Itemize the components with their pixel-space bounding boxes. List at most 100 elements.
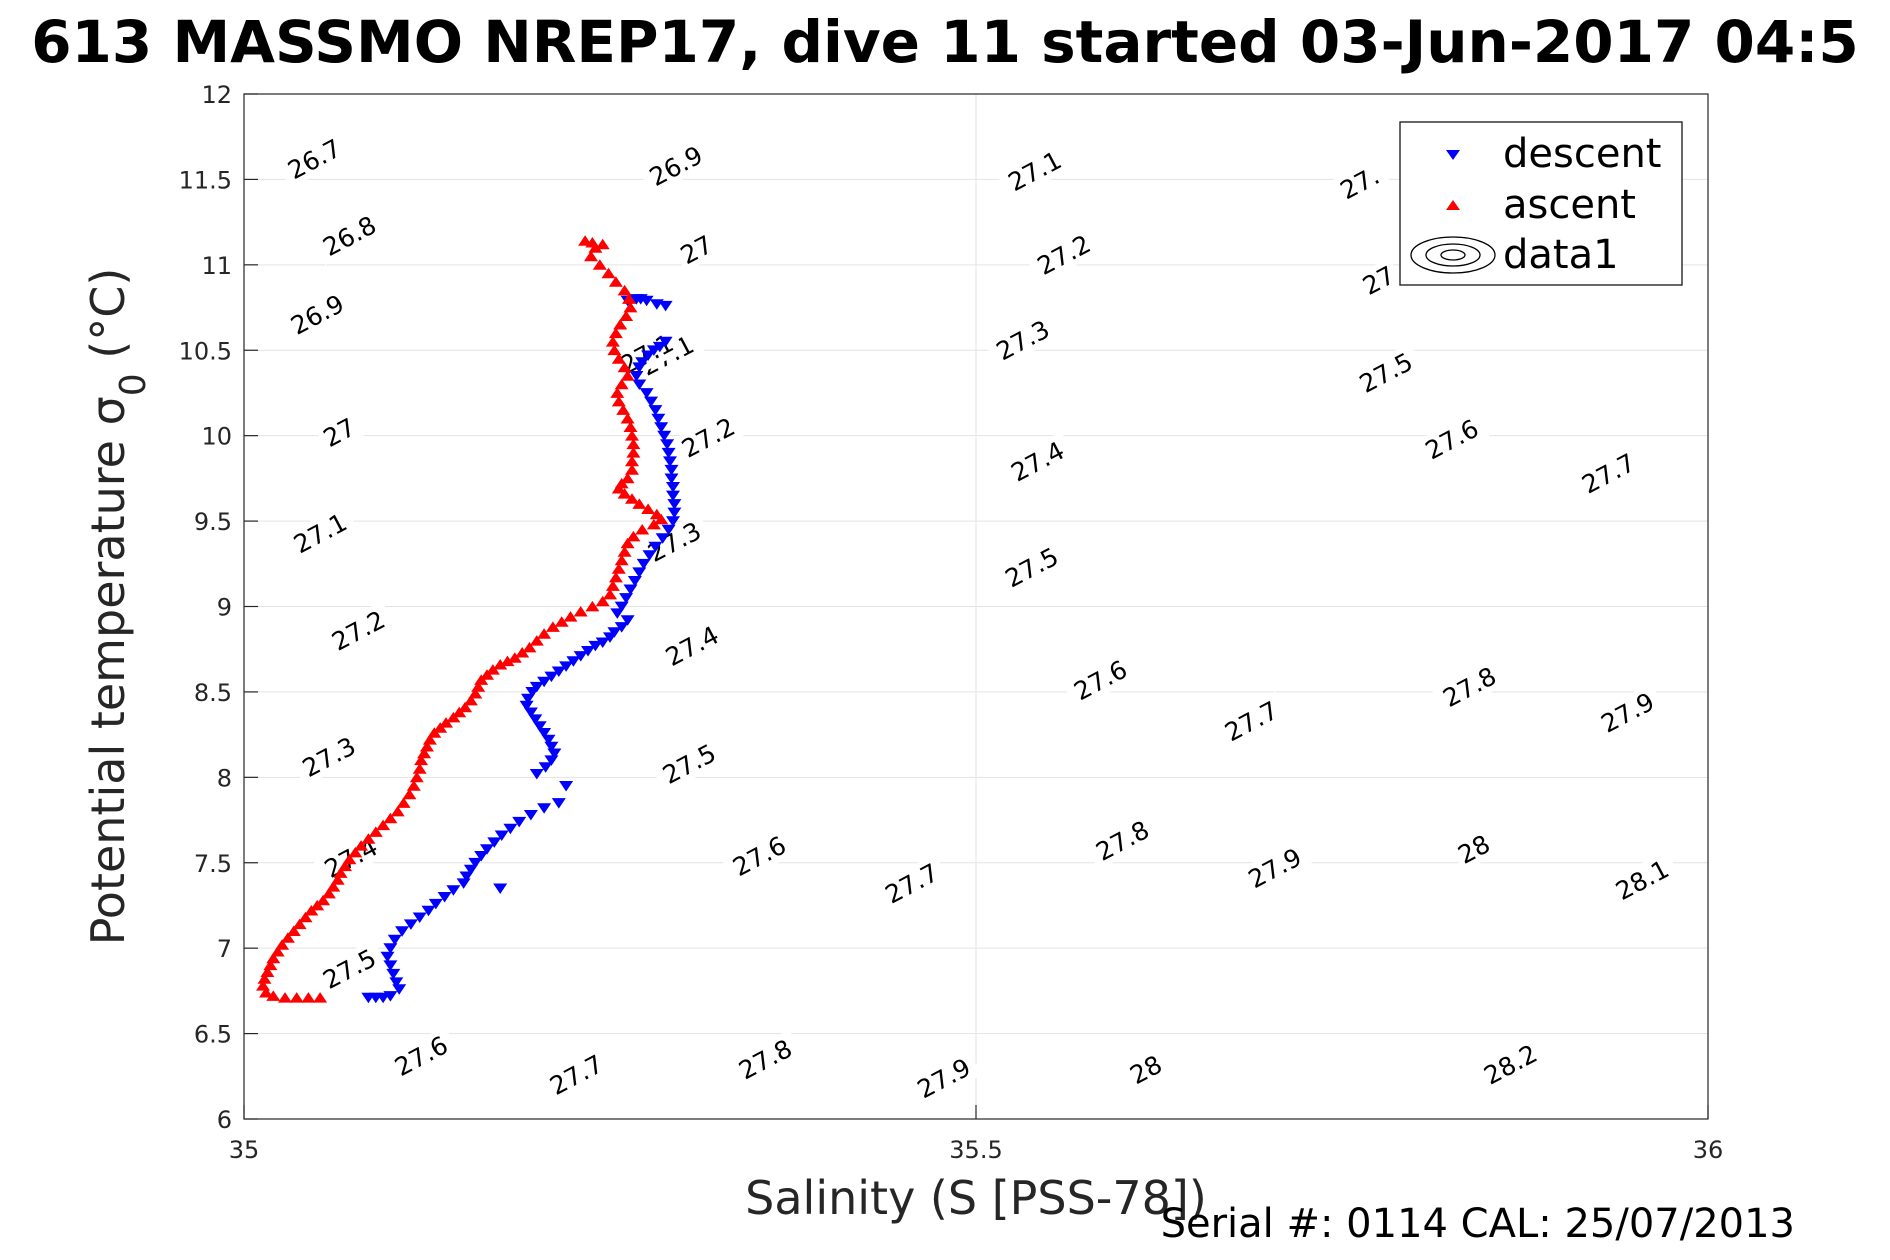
ascent-point bbox=[321, 887, 336, 899]
y-tick-label: 6 bbox=[217, 1106, 232, 1134]
descent-point bbox=[547, 748, 562, 759]
descent-point bbox=[538, 762, 553, 773]
ascent-point bbox=[427, 727, 442, 738]
ascent-point bbox=[330, 874, 345, 885]
contour-label-bg bbox=[1570, 443, 1647, 503]
contour-label-bg bbox=[1589, 682, 1666, 743]
ascent-point bbox=[573, 606, 588, 617]
y-axis-label: Potential temperature σ0 (°C) bbox=[81, 268, 154, 946]
y-tick-label: 9 bbox=[217, 594, 232, 622]
contour-label: 27.6 bbox=[1413, 409, 1490, 469]
ascent-point bbox=[620, 413, 635, 424]
descent-point bbox=[468, 857, 483, 869]
legend-label-ascent: ascent bbox=[1503, 182, 1636, 228]
ascent-point bbox=[500, 655, 515, 667]
ascent-point bbox=[463, 694, 478, 706]
contour-label-bg bbox=[314, 409, 364, 455]
y-tick-label: 10 bbox=[201, 423, 232, 451]
descent-point bbox=[487, 837, 502, 848]
ascent-point bbox=[563, 611, 578, 622]
ascent-point bbox=[280, 932, 295, 943]
descent-point bbox=[512, 816, 527, 828]
contour-label-bg bbox=[1328, 156, 1391, 209]
legend: descent ascent data1 bbox=[1399, 121, 1683, 286]
ascent-point bbox=[623, 301, 638, 313]
descent-point bbox=[651, 413, 666, 425]
contour-label: 27.9 bbox=[905, 1048, 982, 1108]
series-descent bbox=[361, 294, 682, 1004]
ascent-point bbox=[289, 992, 304, 1003]
descent-point bbox=[537, 676, 552, 688]
contour-label-bg bbox=[311, 206, 388, 266]
contour-label-bg bbox=[1347, 342, 1424, 403]
ascent-point bbox=[298, 911, 313, 923]
descent-point bbox=[389, 977, 404, 988]
contour-label: 27.4 bbox=[999, 431, 1076, 491]
contour-label: 26.9 bbox=[279, 284, 356, 345]
descent-point bbox=[655, 533, 670, 544]
descent-point bbox=[661, 447, 676, 459]
ascent-point bbox=[641, 503, 656, 514]
descent-point bbox=[666, 482, 680, 493]
descent-point bbox=[523, 707, 538, 718]
descent-point bbox=[603, 632, 617, 643]
contour-label-bg bbox=[538, 1044, 615, 1105]
ascent-point bbox=[259, 987, 273, 998]
contour-label: 27.9 bbox=[1236, 838, 1313, 898]
y-axis-label-main: Potential temperature σ bbox=[81, 396, 135, 945]
descent-point bbox=[537, 728, 552, 739]
descent-point bbox=[446, 885, 461, 896]
descent-point bbox=[632, 362, 647, 373]
descent-point bbox=[541, 734, 556, 746]
y-tick-label: 8 bbox=[217, 764, 232, 792]
x-axis-label: Salinity (S [PSS-78]) bbox=[745, 1171, 1207, 1225]
ascent-point bbox=[361, 833, 376, 844]
descent-point bbox=[386, 968, 401, 980]
ascent-point bbox=[614, 554, 629, 566]
legend-box bbox=[1399, 121, 1683, 286]
contour-label-bg bbox=[721, 826, 798, 886]
ascent-point bbox=[592, 259, 607, 270]
ascent-point bbox=[433, 722, 448, 733]
contour-label: 27.5 bbox=[1347, 342, 1424, 403]
descent-point bbox=[551, 798, 566, 809]
ascent-point bbox=[414, 754, 429, 766]
ascent-point bbox=[326, 881, 341, 892]
ascent-point bbox=[278, 992, 292, 1003]
descent-point bbox=[521, 693, 535, 705]
contour-label-bg bbox=[320, 600, 397, 661]
contour-label-bg bbox=[276, 129, 353, 189]
ascent-point bbox=[338, 860, 352, 872]
descent-point bbox=[595, 637, 610, 648]
legend-marker-contour-icon bbox=[1410, 236, 1496, 274]
ascent-point bbox=[376, 819, 391, 831]
contour-label-bg bbox=[993, 537, 1070, 597]
contour-label-bg bbox=[1121, 1046, 1171, 1093]
descent-point bbox=[437, 892, 452, 903]
ascent-point bbox=[266, 990, 281, 1001]
ascent-point bbox=[632, 498, 647, 509]
contour-label-bg bbox=[1025, 224, 1102, 285]
descent-point bbox=[639, 388, 654, 399]
ascent-point bbox=[588, 242, 603, 253]
contour-label: 27.4 bbox=[654, 616, 730, 676]
descent-point bbox=[620, 615, 635, 626]
descent-point bbox=[395, 926, 410, 937]
ascent-point bbox=[507, 652, 522, 663]
descent-point bbox=[573, 651, 588, 662]
ascent-point bbox=[301, 992, 316, 1003]
legend-marker-descent bbox=[1446, 150, 1460, 160]
descent-point bbox=[641, 350, 656, 361]
descent-point bbox=[652, 341, 667, 353]
ascent-point bbox=[608, 276, 623, 287]
descent-point bbox=[614, 601, 629, 613]
ascent-point bbox=[625, 464, 639, 475]
descent-point bbox=[383, 943, 398, 954]
contour-label: 27.5 bbox=[993, 537, 1070, 597]
descent-point bbox=[667, 507, 682, 519]
ascent-point bbox=[578, 235, 593, 246]
contour-label-bg bbox=[279, 284, 356, 345]
contour-label-bg bbox=[1084, 810, 1161, 871]
ascent-point bbox=[257, 973, 272, 984]
